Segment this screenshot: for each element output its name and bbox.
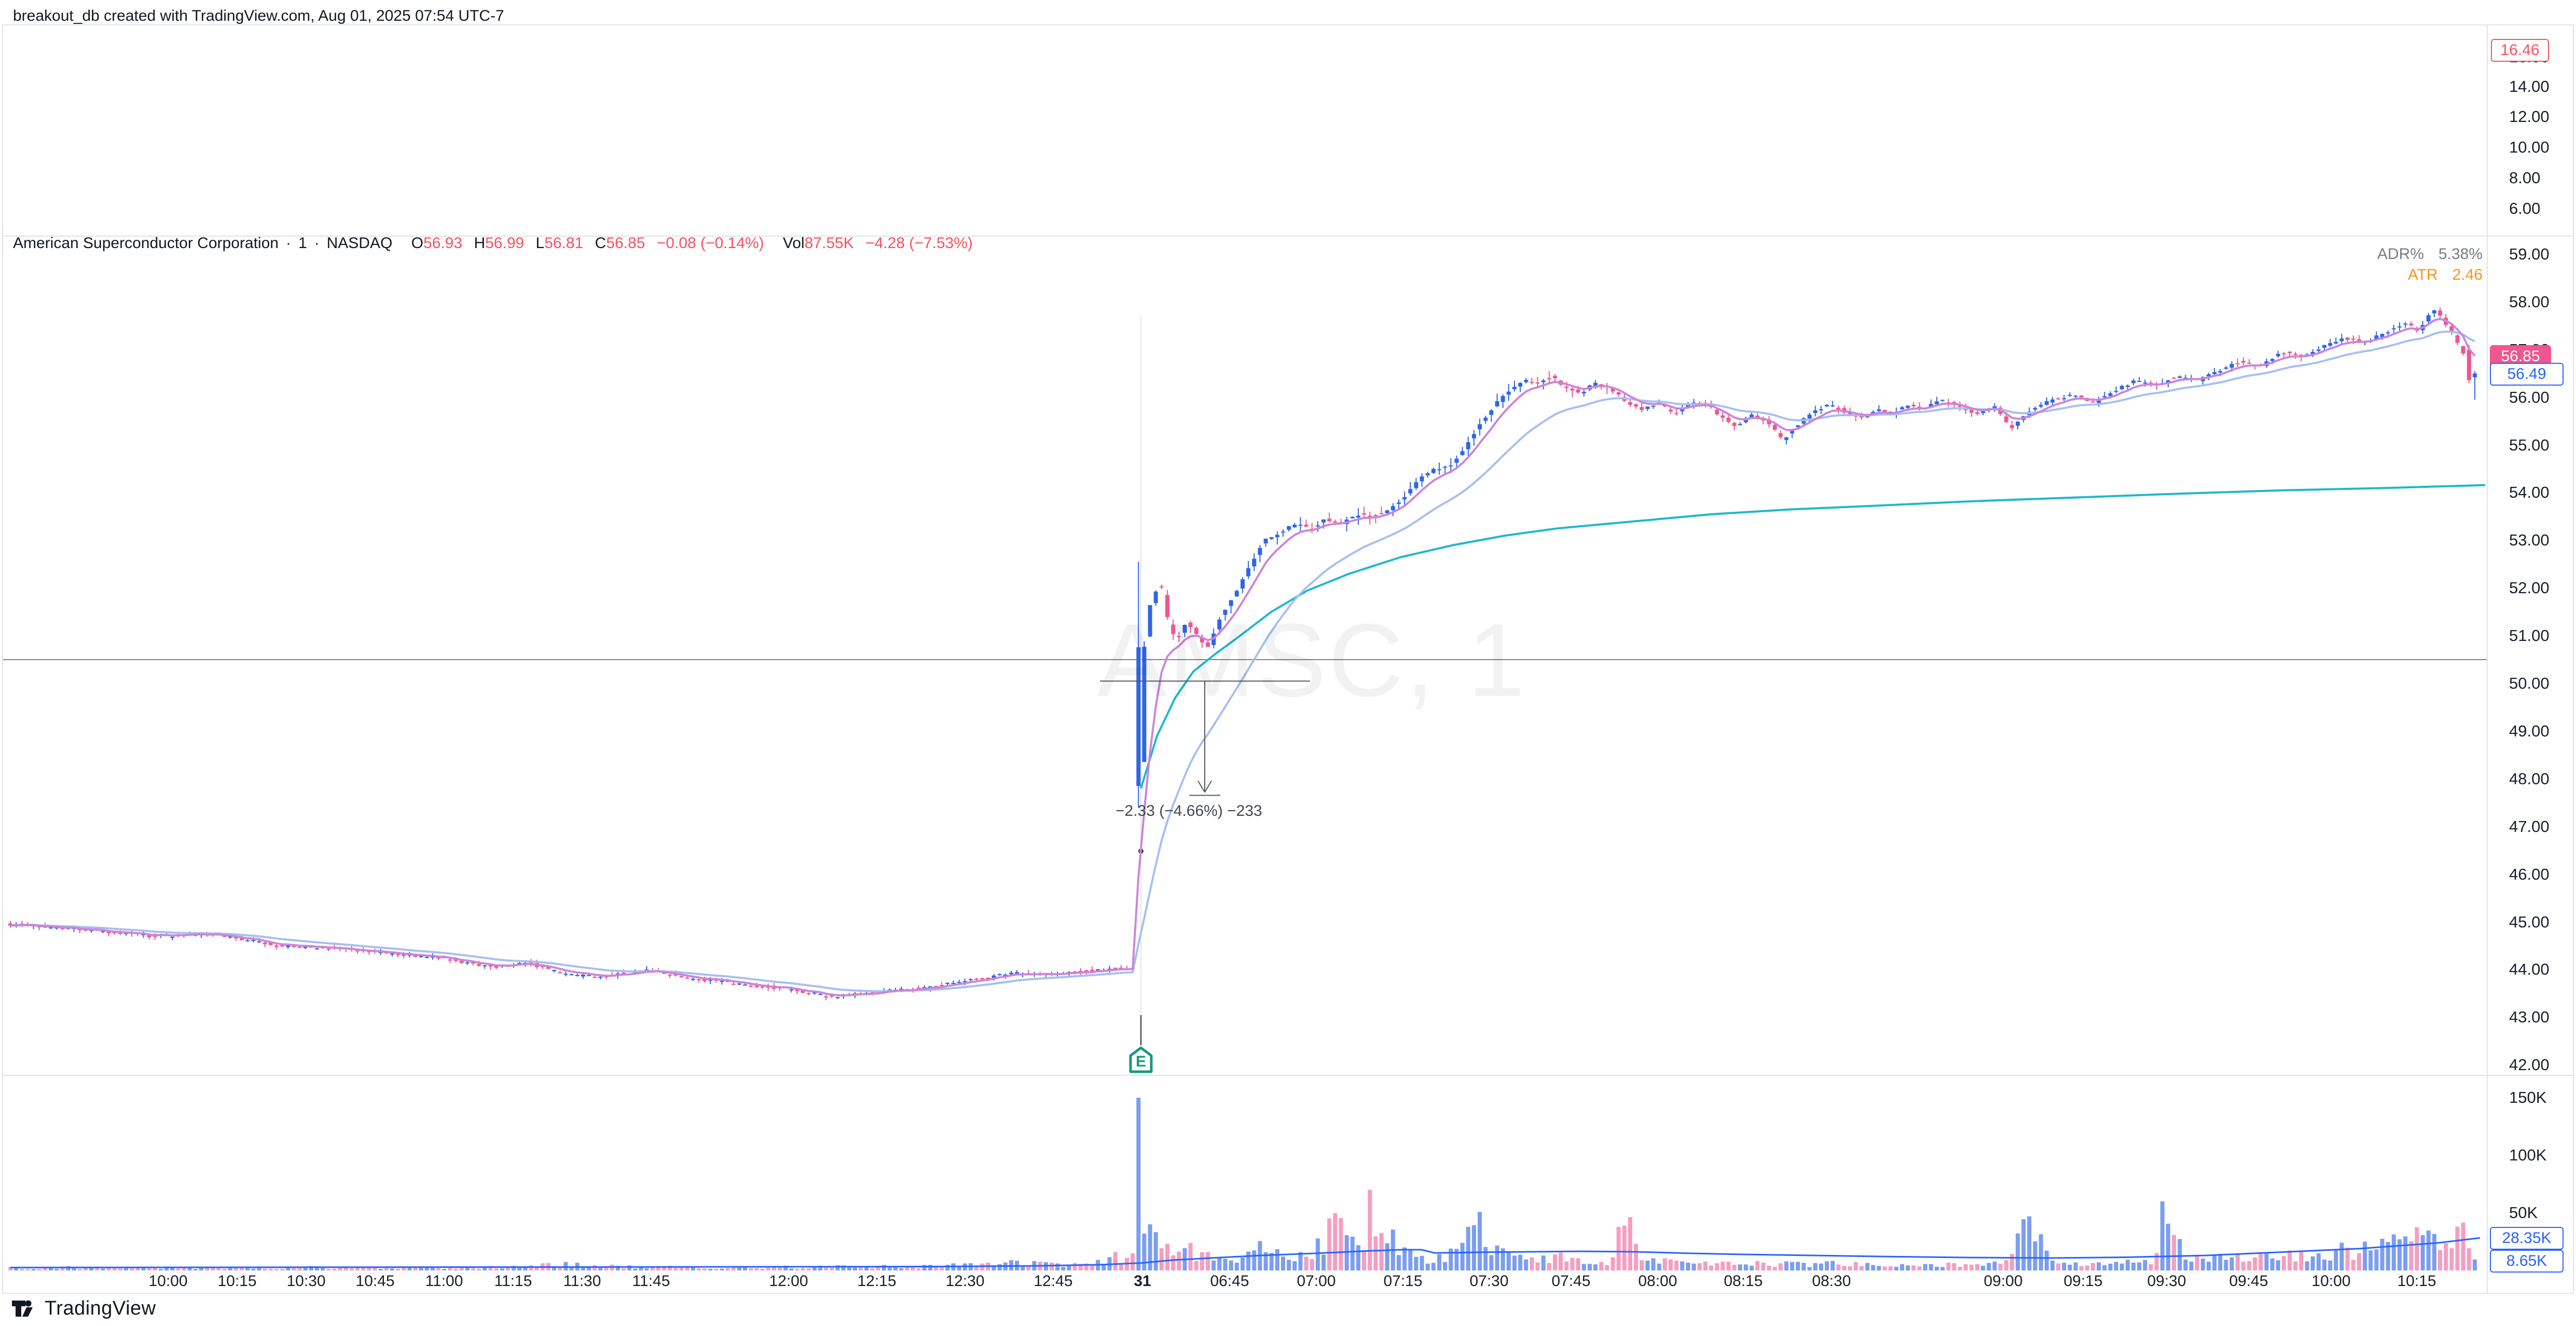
time-tick-11:00: 11:00 <box>425 1273 463 1290</box>
atr-label: ATR <box>2407 266 2438 283</box>
price-tick-52: 52.00 <box>2509 579 2550 597</box>
time-tick-11:45: 11:45 <box>632 1273 670 1290</box>
teal-vwap-line <box>1140 484 2486 789</box>
upper-pane-tick-10.00: 10.00 <box>2509 138 2550 156</box>
volume-ma-line <box>10 1237 2481 1268</box>
time-tick-11:15: 11:15 <box>494 1273 532 1290</box>
tradingview-logo-text: TradingView <box>45 1297 156 1319</box>
tradingview-logo[interactable]: TradingView <box>11 1297 156 1320</box>
ticker-status-line[interactable]: American Superconductor Corporation · 1 · NA… <box>13 235 973 252</box>
price-tick-49: 49.00 <box>2509 721 2550 740</box>
measure-tool <box>1100 680 1310 796</box>
time-tick-08:15: 08:15 <box>1724 1273 1763 1290</box>
price-tick-44: 44.00 <box>2509 960 2550 979</box>
time-tick-31: 31 <box>1134 1273 1151 1290</box>
upper-pane-tick-8.00: 8.00 <box>2509 169 2541 187</box>
time-tick-07:30: 07:30 <box>1469 1273 1509 1290</box>
price-tick-45: 45.00 <box>2509 912 2550 931</box>
price-tick-42: 42.00 <box>2509 1056 2550 1074</box>
interval-value[interactable]: 1 <box>298 235 307 252</box>
time-tick-12:30: 12:30 <box>945 1273 985 1290</box>
time-tick-07:45: 07:45 <box>1551 1273 1591 1290</box>
high-value: 56.99 <box>485 235 525 252</box>
open-value: 56.93 <box>423 235 463 252</box>
volume-badge-8.65K: 8.65K <box>2490 1249 2564 1273</box>
close-value: 56.85 <box>606 235 645 252</box>
time-tick-08:30: 08:30 <box>1812 1273 1851 1290</box>
time-tick-11:30: 11:30 <box>563 1273 601 1290</box>
indicator-readout: ADR% 5.38% ATR 2.46 <box>2367 244 2483 285</box>
price-tick-53: 53.00 <box>2509 531 2550 550</box>
symbol-title[interactable]: American Superconductor Corporation <box>13 235 279 252</box>
time-tick-12:00: 12:00 <box>769 1273 808 1290</box>
time-tick-10:30: 10:30 <box>286 1273 326 1290</box>
atr-value: 2.46 <box>2452 266 2483 283</box>
volume-badge-28.35K: 28.35K <box>2490 1227 2564 1250</box>
down-volume-bars <box>8 1190 2471 1270</box>
time-tick-12:45: 12:45 <box>1034 1273 1073 1290</box>
time-tick-10:15: 10:15 <box>217 1273 257 1290</box>
upper-pane-last-value-badge: 16.46 <box>2491 39 2549 62</box>
time-tick-09:30: 09:30 <box>2147 1273 2186 1290</box>
time-tick-08:00: 08:00 <box>1638 1273 1677 1290</box>
earnings-event-icon[interactable]: E <box>1129 1046 1153 1073</box>
upper-pane-tick-12.00: 12.00 <box>2509 107 2550 126</box>
ema-slow-line <box>10 330 2475 993</box>
price-tick-54: 54.00 <box>2509 483 2550 502</box>
time-tick-06:45: 06:45 <box>1210 1273 1249 1290</box>
price-badge-56.49: 56.49 <box>2490 362 2564 386</box>
measure-tool-label: −2.33 (−4.66%) −233 <box>1115 802 1262 819</box>
low-label: L <box>535 235 545 252</box>
upper-pane-tick-14.00: 14.00 <box>2509 77 2550 95</box>
time-tick-09:15: 09:15 <box>2063 1273 2103 1290</box>
price-tick-50: 50.00 <box>2509 674 2550 692</box>
tradingview-mark-icon <box>12 1300 33 1317</box>
price-tick-43: 43.00 <box>2509 1008 2550 1027</box>
adr-label: ADR% <box>2377 245 2424 263</box>
time-tick-09:45: 09:45 <box>2229 1273 2268 1290</box>
price-tick-46: 46.00 <box>2509 865 2550 883</box>
time-tick-10:00: 10:00 <box>2311 1273 2351 1290</box>
change-value: −0.08 (−0.14%) <box>656 235 764 252</box>
time-tick-07:15: 07:15 <box>1383 1273 1423 1290</box>
open-label: O <box>411 235 424 252</box>
volume-label: Vol <box>782 235 805 252</box>
price-tick-55: 55.00 <box>2509 435 2550 454</box>
time-tick-10:15: 10:15 <box>2397 1273 2436 1290</box>
exchange-name: NASDAQ <box>326 235 393 252</box>
pane-borders <box>2 24 2574 1294</box>
volume-value: 87.55K <box>804 235 854 252</box>
close-label: C <box>595 235 607 252</box>
adr-value: 5.38% <box>2438 245 2483 263</box>
low-value: 56.81 <box>544 235 584 252</box>
upper-pane-tick-6.00: 6.00 <box>2509 199 2541 217</box>
volume-tick-150K: 150K <box>2509 1088 2547 1106</box>
price-tick-48: 48.00 <box>2509 769 2550 788</box>
high-label: H <box>474 235 486 252</box>
price-tick-58: 58.00 <box>2509 292 2550 311</box>
price-tick-51: 51.00 <box>2509 626 2550 645</box>
price-tick-56: 56.00 <box>2509 388 2550 406</box>
price-tick-59: 59.00 <box>2509 244 2550 263</box>
up-volume-bars <box>14 1098 2477 1270</box>
time-tick-07:00: 07:00 <box>1297 1273 1336 1290</box>
ema-fast-line <box>10 318 2476 996</box>
price-tick-47: 47.00 <box>2509 817 2550 836</box>
time-tick-09:00: 09:00 <box>1983 1273 2023 1290</box>
volume-change-value: −4.28 (−7.53%) <box>865 235 973 252</box>
volume-tick-100K: 100K <box>2509 1146 2547 1164</box>
symbol-watermark: AMSC, 1 <box>1097 603 1527 718</box>
time-tick-12:15: 12:15 <box>857 1273 897 1290</box>
time-tick-10:00: 10:00 <box>148 1273 188 1290</box>
time-tick-10:45: 10:45 <box>355 1273 395 1290</box>
attribution-text: breakout_db created with TradingView.com… <box>13 7 504 24</box>
volume-tick-50K: 50K <box>2509 1204 2538 1222</box>
earnings-event-letter: E <box>1136 1053 1146 1070</box>
